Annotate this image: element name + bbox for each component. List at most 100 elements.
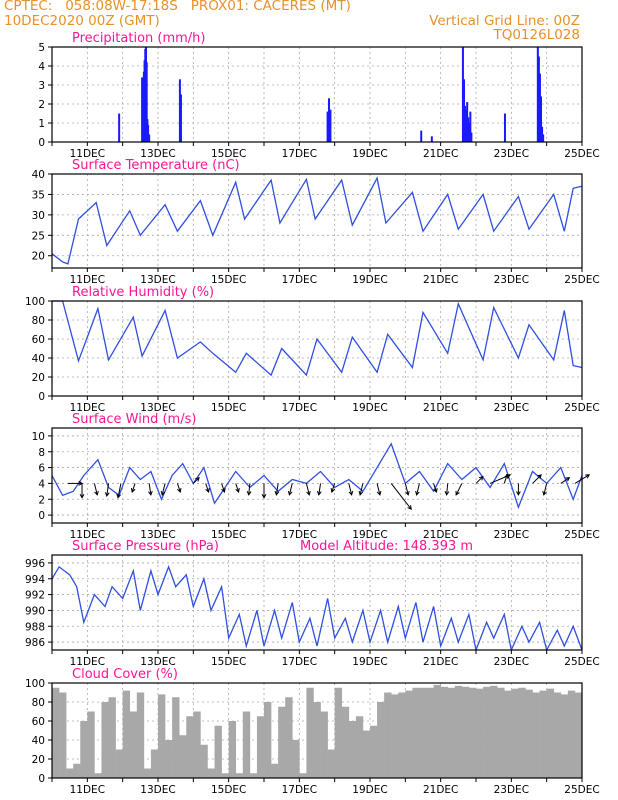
x-tick-label: 25DEC xyxy=(564,148,599,160)
y-tick-label: 100 xyxy=(25,296,45,308)
header-date: 10DEC2020 00Z (GMT) xyxy=(4,13,160,29)
x-tick-label: 25DEC xyxy=(564,402,599,414)
cloud-bar xyxy=(150,749,159,778)
cloud-bar xyxy=(419,687,427,778)
y-tick-label: 20 xyxy=(32,251,45,263)
panel-cloud: 0 20 40 60 80 100 11DEC 13DEC 15DEC 17DEC 19DEC 21D… xyxy=(25,667,600,796)
panel-title: Surface Temperature (nC) xyxy=(72,158,240,173)
humidity-series-line xyxy=(52,300,583,377)
panel-title: Cloud Cover (%) xyxy=(72,667,178,682)
wind-arrow-head xyxy=(503,473,509,479)
y-tick-label: 4 xyxy=(38,61,45,73)
x-tick-label: 15DEC xyxy=(211,656,246,668)
cloud-bar xyxy=(235,773,244,778)
cloud-bar xyxy=(574,692,583,778)
cloud-bar xyxy=(553,692,562,778)
x-tick-label: 25DEC xyxy=(564,274,599,286)
cloud-bar xyxy=(518,687,526,778)
wind-arrow-head xyxy=(455,490,460,496)
x-tick-label: 13DEC xyxy=(140,529,175,541)
cloud-bar xyxy=(200,744,208,778)
cloud-bar xyxy=(546,688,555,778)
cloud-bar xyxy=(285,697,293,778)
precip-bar xyxy=(464,105,467,142)
wind-arrow-head xyxy=(330,487,336,493)
wind-arrow xyxy=(560,477,570,484)
wind-arrow-head xyxy=(177,487,182,493)
cloud-bar xyxy=(391,694,399,778)
wind-arrow xyxy=(93,483,98,495)
x-tick-label: 13DEC xyxy=(140,274,175,286)
wind-arrow-head xyxy=(94,490,99,496)
cloud-bar xyxy=(122,690,131,778)
wind-arrow xyxy=(331,483,336,493)
x-tick-label: 15DEC xyxy=(211,148,246,160)
y-tick-label: 2 xyxy=(38,99,45,111)
wind-arrow-head xyxy=(287,490,293,496)
cloud-bar xyxy=(221,773,229,778)
wind-arrow-head xyxy=(104,492,110,498)
wind-arrow-head xyxy=(261,493,267,499)
wind-arrow-head xyxy=(116,493,121,499)
cloud-bar xyxy=(52,687,60,778)
cloud-bar xyxy=(567,690,576,778)
panel-frame xyxy=(51,682,583,779)
wind-arrow xyxy=(455,483,463,496)
y-tick-label: 0 xyxy=(38,391,45,403)
wind-arrow xyxy=(475,476,484,484)
wind-arrow-head xyxy=(433,487,438,493)
cloud-bar xyxy=(348,721,357,778)
wind-arrow-head xyxy=(478,475,484,481)
y-tick-label: 10 xyxy=(32,431,45,443)
x-tick-label: 23DEC xyxy=(494,656,529,668)
panel-frame xyxy=(51,554,583,651)
wind-arrow-head xyxy=(221,487,226,493)
cloud-bar xyxy=(87,711,95,778)
wind-arrow xyxy=(348,483,353,495)
cloud-bar xyxy=(228,721,237,778)
wind-arrow xyxy=(446,483,449,495)
wind-series-line xyxy=(51,442,583,510)
cloud-bar xyxy=(136,692,145,778)
y-tick-label: 2 xyxy=(38,494,45,506)
y-tick-label: 40 xyxy=(32,735,45,747)
y-tick-label: 5 xyxy=(38,42,45,54)
y-tick-label: 35 xyxy=(32,189,45,201)
x-tick-label: 23DEC xyxy=(494,148,529,160)
wind-arrow xyxy=(221,483,225,493)
x-tick-label: 23DEC xyxy=(494,274,529,286)
x-tick-label: 11DEC xyxy=(70,529,105,541)
panel-frame xyxy=(51,46,583,143)
wind-arrow xyxy=(161,483,166,495)
panel-temperature: 20 25 30 35 40 11DEC 13DEC 15DEC 17DEC 19DEC 21DEC… xyxy=(32,158,600,286)
cloud-bar xyxy=(94,773,102,778)
wind-arrow xyxy=(148,483,152,495)
cloud-bar xyxy=(454,685,463,778)
precip-bar xyxy=(461,47,464,142)
wind-arrow-head xyxy=(306,490,311,496)
cloud-bar xyxy=(59,692,67,778)
cloud-bar xyxy=(264,702,272,778)
precip-bar xyxy=(466,102,469,142)
y-tick-label: 990 xyxy=(25,605,45,617)
cloud-bar xyxy=(504,690,512,778)
precip-bar xyxy=(178,79,181,142)
x-tick-label: 23DEC xyxy=(494,529,529,541)
cloud-bar xyxy=(165,740,173,778)
wind-arrow-head xyxy=(516,491,521,496)
cloud-bar xyxy=(256,716,265,778)
x-tick-label: 15DEC xyxy=(211,529,246,541)
x-tick-label: 21DEC xyxy=(423,784,458,796)
x-tick-label: 25DEC xyxy=(564,784,599,796)
wind-arrow-head xyxy=(348,490,354,496)
cloud-bar xyxy=(511,688,519,778)
y-tick-label: 6 xyxy=(38,463,45,475)
x-tick-label: 21DEC xyxy=(423,656,458,668)
wind-arrow-head xyxy=(585,474,591,479)
precip-bar xyxy=(326,111,329,142)
precip-bar xyxy=(145,62,148,143)
x-tick-label: 11DEC xyxy=(70,656,105,668)
wind-arrow-head xyxy=(537,474,542,479)
x-tick-label: 11DEC xyxy=(70,402,105,414)
